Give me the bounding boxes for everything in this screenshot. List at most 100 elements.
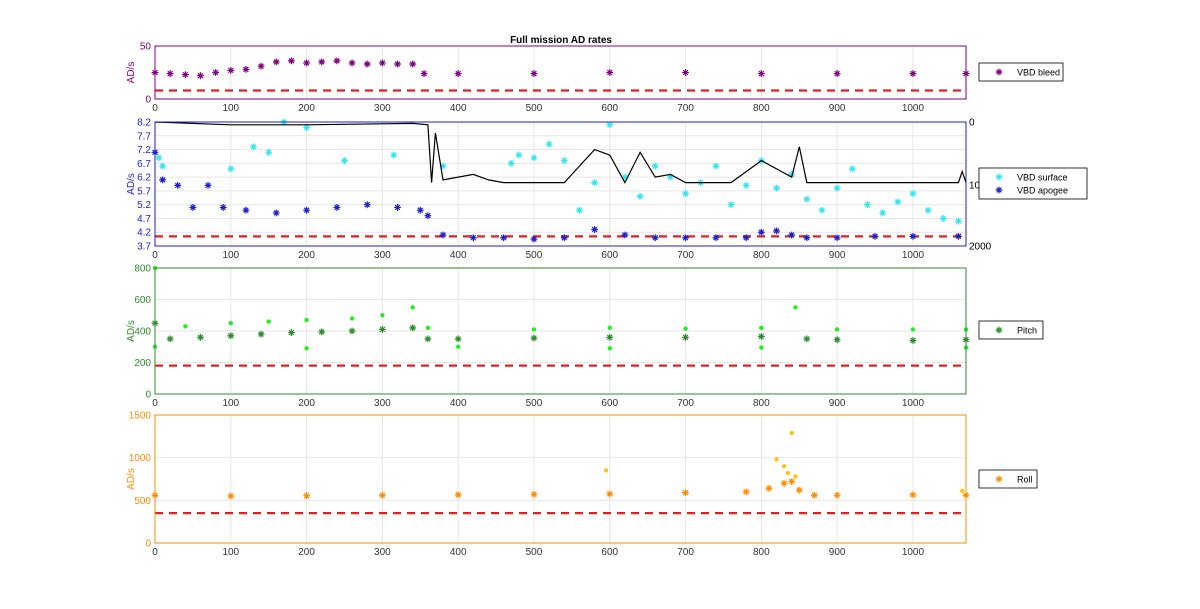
data-point xyxy=(910,327,916,332)
x-tick-label: 600 xyxy=(601,250,618,261)
x-tick-label: 900 xyxy=(829,103,846,114)
data-point xyxy=(363,60,371,68)
data-point xyxy=(742,234,750,242)
data-point xyxy=(774,457,779,462)
data-point xyxy=(166,70,174,77)
legend-label: VBD bleed xyxy=(1017,68,1060,78)
data-point xyxy=(960,488,965,494)
x-tick-label: 900 xyxy=(829,547,846,558)
data-point xyxy=(848,165,856,173)
data-point xyxy=(955,217,962,225)
data-point xyxy=(576,206,583,214)
data-point xyxy=(181,71,189,79)
x-tick-label: 700 xyxy=(677,250,694,261)
x-tick-label: 400 xyxy=(450,398,467,409)
data-point xyxy=(727,201,735,209)
y-tick-label: 1000 xyxy=(129,453,152,464)
x-tick-label: 100 xyxy=(222,250,239,261)
data-point xyxy=(272,58,280,66)
data-point xyxy=(871,232,879,240)
data-point xyxy=(682,333,689,341)
data-point xyxy=(155,154,163,162)
x-tick-label: 300 xyxy=(374,250,391,261)
data-point xyxy=(227,66,235,74)
x-tick-label: 700 xyxy=(677,103,694,114)
data-point xyxy=(682,234,689,242)
y-tick-label: 800 xyxy=(134,264,151,275)
data-point xyxy=(591,226,599,233)
legend-box xyxy=(978,469,1038,489)
y-tick-label: 6.7 xyxy=(137,159,151,170)
y-tick-label: 0 xyxy=(145,390,151,401)
panel-2: 0 100 200 300 400 500 600 700 800 900 10003.74.24.… xyxy=(126,118,1088,261)
data-point xyxy=(621,231,629,239)
y-tick-label: 6.2 xyxy=(137,173,151,184)
x-tick-label: 600 xyxy=(601,547,618,558)
y-tick-label: 400 xyxy=(134,327,151,338)
data-point xyxy=(303,124,310,131)
data-point xyxy=(834,327,840,332)
data-point xyxy=(227,165,235,173)
data-point xyxy=(410,305,415,310)
x-tick-label: 300 xyxy=(374,103,391,114)
data-point xyxy=(606,121,614,129)
data-point xyxy=(742,488,750,496)
data-point xyxy=(606,69,614,76)
panels: 0 100 200 300 400 500 600 700 800 900 1000 0 50 AD/s V… xyxy=(126,42,1088,558)
x-tick-label: 500 xyxy=(526,103,543,114)
y-axis-label: AD/s xyxy=(126,173,137,195)
y-tick-label: 600 xyxy=(134,295,151,306)
data-point xyxy=(183,324,188,329)
data-point xyxy=(788,231,796,239)
axes-box xyxy=(154,121,967,247)
data-point xyxy=(667,173,674,181)
x-tick-label: 400 xyxy=(450,250,467,261)
data-point xyxy=(304,346,309,351)
data-point xyxy=(909,190,917,198)
data-point xyxy=(409,60,417,68)
data-point xyxy=(288,329,295,336)
data-point xyxy=(333,57,341,65)
axes-box xyxy=(154,267,967,395)
legend-label: Pitch xyxy=(1017,326,1037,336)
y-tick-label: 50 xyxy=(140,42,152,53)
data-point xyxy=(879,209,887,217)
data-point xyxy=(341,157,348,164)
data-point xyxy=(227,332,235,340)
data-point xyxy=(197,72,204,80)
series-line xyxy=(154,121,967,184)
data-point xyxy=(603,468,609,473)
data-point xyxy=(333,204,341,211)
x-tick-label: 200 xyxy=(298,250,315,261)
data-point xyxy=(909,491,917,499)
data-point xyxy=(757,70,765,77)
data-point xyxy=(380,313,385,318)
data-point xyxy=(212,69,220,76)
legend: VBD bleed xyxy=(978,62,1064,82)
data-point xyxy=(780,479,788,487)
data-point xyxy=(303,206,310,214)
data-point xyxy=(765,484,773,492)
data-point xyxy=(591,179,599,187)
data-point xyxy=(636,193,644,200)
data-point xyxy=(939,215,947,222)
data-point xyxy=(318,58,326,66)
legend-box xyxy=(978,320,1044,340)
legend-marker xyxy=(995,68,1003,76)
data-point xyxy=(785,470,791,476)
data-point xyxy=(530,70,538,77)
figure-title: Full mission AD rates xyxy=(510,35,612,46)
data-point xyxy=(394,204,401,211)
data-point xyxy=(759,345,764,350)
data-point xyxy=(682,69,689,76)
x-tick-label: 700 xyxy=(677,398,694,409)
series-extra-2 xyxy=(154,121,967,184)
data-point xyxy=(197,333,204,341)
data-point xyxy=(304,317,309,323)
data-point xyxy=(303,492,310,500)
x-tick-label: 200 xyxy=(298,398,315,409)
x-tick-label: 200 xyxy=(298,547,315,558)
y-tick-label: 0 xyxy=(145,95,151,106)
data-point xyxy=(257,62,265,70)
y-tick-label: 500 xyxy=(134,496,151,507)
